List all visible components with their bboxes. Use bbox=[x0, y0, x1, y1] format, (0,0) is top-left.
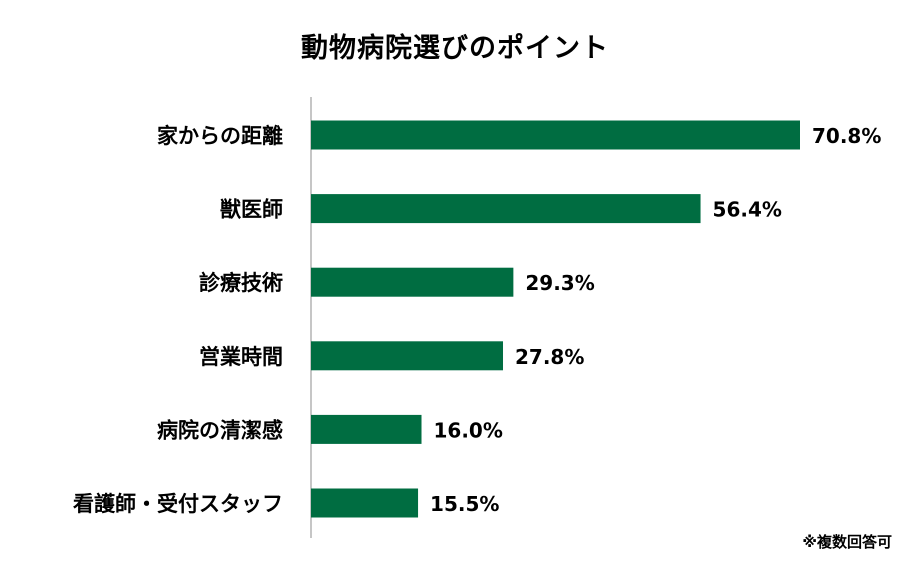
bar bbox=[311, 414, 422, 444]
category-label: 営業時間 bbox=[199, 345, 283, 369]
category-label: 看護師・受付スタッフ bbox=[73, 492, 283, 516]
bar bbox=[311, 120, 800, 150]
category-label: 病院の清潔感 bbox=[157, 418, 283, 442]
value-label: 27.8% bbox=[515, 345, 584, 369]
value-label: 16.0% bbox=[434, 418, 503, 442]
bar bbox=[311, 194, 701, 224]
bar bbox=[311, 341, 504, 371]
category-label: 家からの距離 bbox=[157, 124, 283, 148]
chart-note: ※複数回答可 bbox=[802, 533, 892, 551]
category-label: 獣医師 bbox=[220, 198, 283, 222]
value-label: 70.8% bbox=[812, 124, 881, 148]
category-label: 診療技術 bbox=[199, 271, 283, 295]
value-label: 15.5% bbox=[430, 492, 499, 516]
value-label: 29.3% bbox=[525, 271, 594, 295]
value-label: 56.4% bbox=[713, 198, 782, 222]
chart-title: 動物病院選びのポイント bbox=[301, 33, 609, 64]
bar bbox=[311, 267, 514, 297]
bar bbox=[311, 488, 419, 518]
